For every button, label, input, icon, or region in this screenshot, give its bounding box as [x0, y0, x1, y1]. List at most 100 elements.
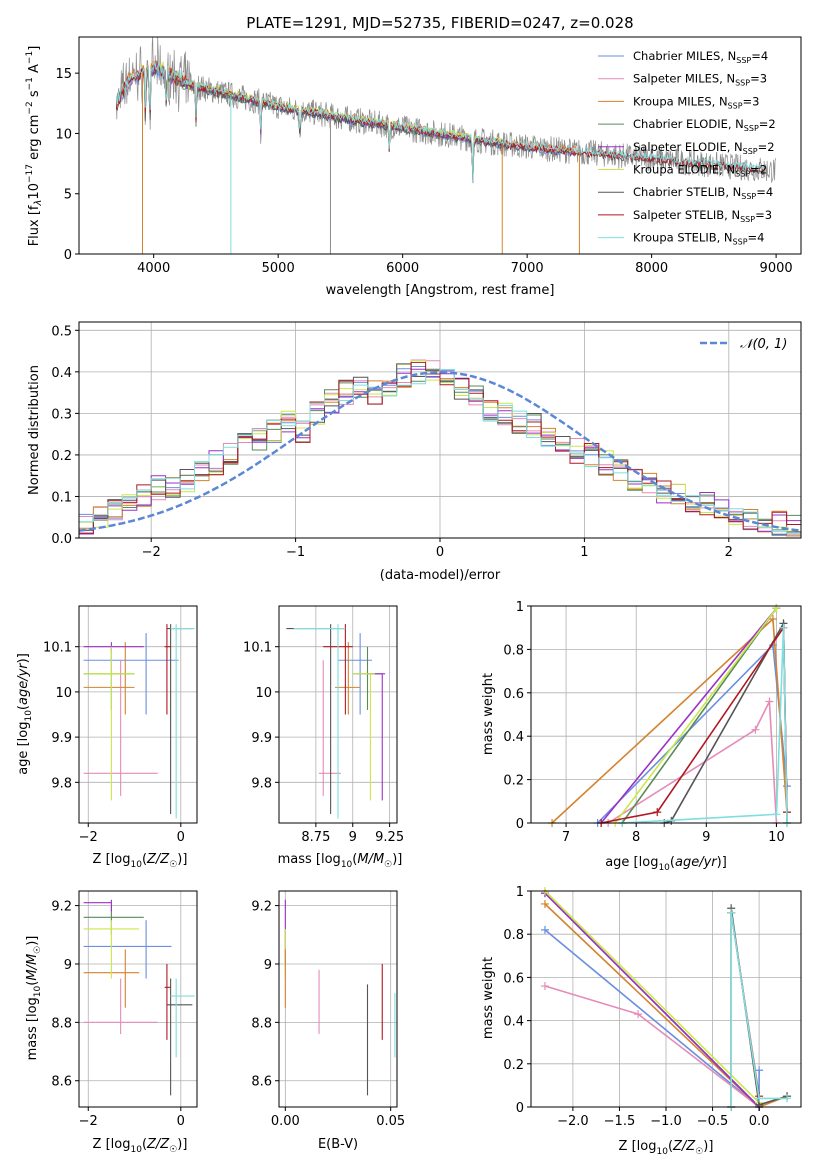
x-tick-label: −2	[79, 830, 98, 845]
figure-title: PLATE=1291, MJD=52735, FIBERID=0247, z=0…	[246, 14, 633, 32]
y-tick-label: 0	[516, 1101, 524, 1116]
ageMass-axes-frame	[278, 605, 398, 824]
y-tick-label: 8.6	[51, 1075, 72, 1090]
x-tick-label: 0.05	[376, 1114, 405, 1129]
massZ-ylabel: mass [log10(M/M☉)]	[25, 936, 43, 1061]
residual-hist-kroupa-stelib	[79, 369, 801, 535]
massEbv-plot-area	[284, 899, 396, 1096]
x-tick-label: 7	[562, 830, 570, 845]
x-tick-label: 2	[725, 545, 733, 560]
legend-label-salpeter-stelib: Salpeter STELIB, NSSP=3	[633, 208, 772, 224]
residual-histogram-panel: −2 −1 0 1 2 0.0 0.1 0.2 0.3 0.4 0.5 (data-model)/e…	[27, 321, 802, 583]
wAge-ticks: 7 8 9 10 0 0.2 0.4 0.6 0.8 1	[503, 600, 784, 845]
x-tick-label: 5000	[262, 261, 295, 276]
y-tick-label: 1	[516, 600, 524, 615]
y-tick-label: 10	[55, 686, 72, 701]
y-tick-label: 10.1	[43, 641, 72, 656]
hist-plot-area	[79, 359, 801, 537]
x-tick-label: −1	[286, 545, 305, 560]
y-tick-label: 5	[64, 188, 72, 203]
weight-line-kroupa-elodie	[544, 890, 760, 1104]
x-tick-label: −1.0	[650, 1114, 682, 1129]
massEbv-axes-frame	[278, 890, 398, 1108]
y-tick-label: 9	[64, 958, 72, 973]
massZ-xlabel: Z [log10(Z/Z☉)]	[93, 1137, 188, 1155]
x-tick-label: 8.75	[301, 830, 330, 845]
y-tick-label: 0.6	[503, 687, 524, 702]
massEbv-grid	[279, 891, 397, 1107]
legend-label-salpeter-miles: Salpeter MILES, NSSP=3	[633, 72, 767, 88]
weight-marker-chabrier-miles	[540, 925, 549, 934]
weight-line-salpeter-elodie	[544, 892, 760, 1108]
ageZ-axes-frame	[78, 605, 198, 824]
wAge-grid	[531, 605, 801, 824]
weight-vs-metallicity-panel: −2.0 −1.5 −1.0 −0.5 0.0 0 0.2 0.4 0.6 0.8 1 Z [log…	[481, 885, 802, 1157]
ageMass-ticks: 8.75 9 9.25 9.8 9.9 10 10.1	[243, 641, 404, 845]
spectrum-xlabel: wavelength [Angstrom, rest frame]	[326, 283, 555, 298]
x-tick-label: 4000	[137, 261, 170, 276]
spectrum-panel: 4000 5000 6000 7000 8000 9000 0 5 10 15 wavelengt…	[25, 36, 802, 298]
x-tick-label: 0.00	[271, 1114, 300, 1129]
hist-xlabel: (data-model)/error	[380, 568, 501, 583]
y-tick-label: 1	[516, 885, 524, 900]
y-tick-label: 0.6	[503, 971, 524, 986]
x-tick-label: 7000	[511, 261, 544, 276]
ageMass-xlabel: mass [log10(M/M☉)]	[278, 852, 403, 870]
y-tick-label: 10.1	[243, 641, 272, 656]
massZ-axes-frame	[78, 890, 198, 1108]
y-tick-label: 8.6	[251, 1075, 272, 1090]
x-tick-label: 8000	[635, 261, 668, 276]
normal-legend-label: 𝒩(0, 1)	[740, 337, 787, 352]
x-tick-label: 0.0	[749, 1114, 770, 1129]
weight-marker-chabrier-miles	[755, 1066, 764, 1075]
spectrum-legend: Chabrier MILES, NSSP=4 Salpeter MILES, NS…	[598, 49, 776, 247]
x-tick-label: 9000	[760, 261, 793, 276]
weight-marker-kroupa-stelib	[772, 810, 781, 819]
wZ-ticks: −2.0 −1.5 −1.0 −0.5 0.0 0 0.2 0.4 0.6 0.8 1	[503, 885, 769, 1129]
y-tick-label: 9.9	[251, 731, 272, 746]
x-tick-label: 10	[768, 830, 785, 845]
wAge-xlabel: age [log10(age/yr)]	[605, 855, 727, 873]
legend-label-chabrier-elodie: Chabrier ELODIE, NSSP=2	[633, 117, 776, 133]
normal-distribution-curve	[79, 371, 801, 532]
x-tick-label: 8	[632, 830, 640, 845]
y-tick-label: 0.3	[51, 407, 72, 422]
y-tick-label: 10	[255, 686, 272, 701]
weight-marker-kroupa-miles	[768, 615, 777, 624]
y-tick-label: 10	[55, 127, 72, 142]
x-tick-label: 0	[177, 1114, 185, 1129]
y-tick-label: 0.1	[51, 490, 72, 505]
massEbv-ticks: 0.00 0.05 8.6 8.8 9 9.2	[251, 900, 405, 1129]
ageZ-grid	[79, 606, 197, 823]
hist-grid	[79, 322, 801, 539]
wAge-ylabel: mass weight	[481, 673, 496, 755]
weight-line-kroupa-stelib	[730, 912, 787, 1107]
y-tick-label: 8.8	[251, 1016, 272, 1031]
weight-line-chabrier-elodie	[621, 607, 778, 824]
y-tick-label: 0.4	[503, 1015, 524, 1030]
y-tick-label: 0.0	[51, 532, 72, 547]
y-tick-label: 9.8	[51, 776, 72, 791]
legend-label-chabrier-miles: Chabrier MILES, NSSP=4	[633, 49, 768, 65]
x-tick-label: 9	[702, 830, 710, 845]
y-tick-label: 9.9	[51, 731, 72, 746]
x-tick-label: −2	[142, 545, 161, 560]
weight-marker-salpeter-miles	[765, 697, 774, 706]
massZ-plot-area	[83, 899, 195, 1096]
weight-marker-salpeter-stelib	[653, 808, 662, 817]
weight-marker-kroupa-stelib	[779, 623, 788, 632]
legend-label-kroupa-elodie: Kroupa ELODIE, NSSP=2	[633, 163, 767, 179]
weight-line-chabrier-miles	[544, 929, 760, 1109]
y-tick-label: 15	[55, 67, 72, 82]
weight-marker-salpeter-miles	[751, 725, 760, 734]
y-tick-label: 0.2	[51, 449, 72, 464]
weight-line-kroupa-stelib	[622, 627, 788, 824]
spectrum-plot-area	[115, 37, 777, 254]
weight-line-chabrier-miles	[597, 643, 788, 824]
x-tick-label: 0	[177, 830, 185, 845]
x-tick-label: −2.0	[557, 1114, 589, 1129]
wZ-grid	[531, 890, 801, 1108]
x-tick-label: 6000	[386, 261, 419, 276]
y-tick-label: 0.8	[503, 643, 524, 658]
legend-label-kroupa-stelib: Kroupa STELIB, NSSP=4	[633, 231, 764, 247]
